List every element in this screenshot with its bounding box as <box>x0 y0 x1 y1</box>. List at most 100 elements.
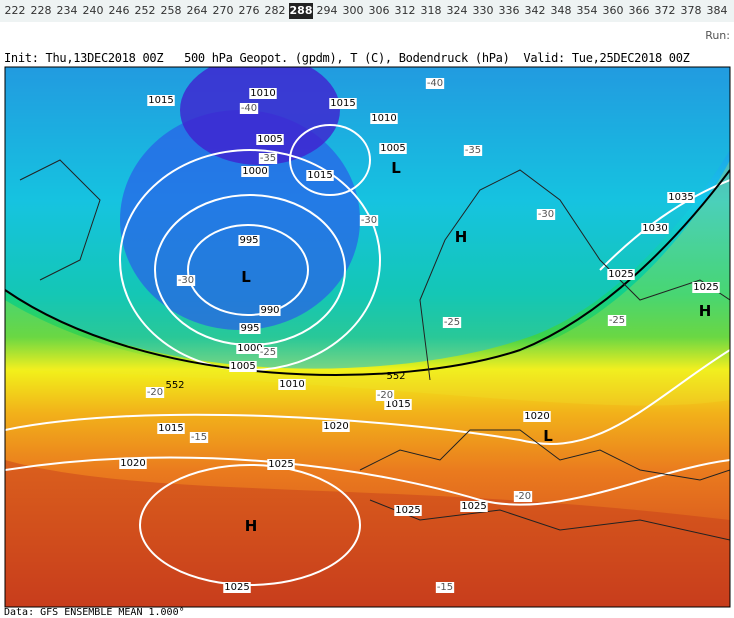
isobar-label-box <box>379 143 407 154</box>
temperature-label: -30 <box>361 215 377 226</box>
time-step[interactable]: 294 <box>316 4 338 17</box>
pressure-center: H <box>245 517 258 535</box>
temperature-label: -35 <box>465 145 481 156</box>
map-frame <box>4 66 731 608</box>
isobar-label-box <box>241 166 269 177</box>
temperature-label: -20 <box>377 390 393 401</box>
time-step[interactable]: 318 <box>420 4 442 17</box>
isobar-label-box <box>238 235 260 246</box>
isobar-label-box <box>641 223 669 234</box>
isobar-label: 1020 <box>323 421 348 432</box>
time-step[interactable]: 306 <box>368 4 390 17</box>
time-step[interactable]: 240 <box>82 4 104 17</box>
isobar-label-box <box>278 379 306 390</box>
isobar-label: 1020 <box>120 458 145 469</box>
isobar-label: 1005 <box>230 361 255 372</box>
isobar-label: 1030 <box>642 223 667 234</box>
isobar-label-box <box>249 88 277 99</box>
temperature-label-box <box>239 103 259 114</box>
time-step[interactable]: 282 <box>264 4 286 17</box>
isobar-label-box <box>667 192 695 203</box>
time-step[interactable]: 348 <box>550 4 572 17</box>
temperature-label: -25 <box>260 347 276 358</box>
temperature-label-box <box>607 315 627 326</box>
isobar-label: 1005 <box>257 134 282 145</box>
temperature-label-box <box>375 390 395 401</box>
footer: Data: GFS ENSEMBLE MEAN 1.000° <box>4 607 185 618</box>
temperature-label: -15 <box>437 582 453 593</box>
isobar-label-box <box>157 423 185 434</box>
time-step[interactable]: 234 <box>56 4 78 17</box>
isobar-label-box <box>147 95 175 106</box>
time-step[interactable]: 312 <box>394 4 416 17</box>
time-step[interactable]: 330 <box>472 4 494 17</box>
temperature-label: -40 <box>427 78 443 89</box>
warm-band <box>5 160 730 406</box>
time-step[interactable]: 384 <box>706 4 728 17</box>
time-step[interactable]: 264 <box>186 4 208 17</box>
isobar-label: 1000 <box>237 343 262 354</box>
time-step[interactable]: 228 <box>30 4 52 17</box>
time-step[interactable]: 258 <box>160 4 182 17</box>
time-step[interactable]: 276 <box>238 4 260 17</box>
time-step[interactable]: 378 <box>680 4 702 17</box>
time-step[interactable]: 354 <box>576 4 598 17</box>
time-step[interactable]: 288 <box>289 3 313 19</box>
cold-core <box>180 67 340 165</box>
temperature-label-box <box>442 317 462 328</box>
geopot-label: 552 <box>165 380 184 391</box>
isobar <box>187 224 309 316</box>
time-step[interactable]: 252 <box>134 4 156 17</box>
isobar-label: 1010 <box>250 88 275 99</box>
temperature-label: -20 <box>515 491 531 502</box>
temperature-label: -30 <box>538 209 554 220</box>
time-step[interactable]: 270 <box>212 4 234 17</box>
time-step[interactable]: 372 <box>654 4 676 17</box>
isobar-label-box <box>329 98 357 109</box>
temperature-label-box <box>258 347 278 358</box>
geopot-label: 552 <box>386 371 405 382</box>
time-step[interactable]: 366 <box>628 4 650 17</box>
isobar <box>599 179 730 271</box>
step-bar: 222 228 234 240 246 252 258 264 270 276 282 288 294 3… <box>0 0 734 22</box>
temperature-label: -35 <box>260 153 276 164</box>
time-step[interactable]: 360 <box>602 4 624 17</box>
temperature-label-box <box>435 582 455 593</box>
isobar-label-box <box>306 170 334 181</box>
time-step[interactable]: 324 <box>446 4 468 17</box>
time-step[interactable]: 300 <box>342 4 364 17</box>
fields: 500 hPa Geopot. (gpdm), T (C), Bodendruc… <box>184 51 510 65</box>
isobar-label-box <box>394 505 422 516</box>
time-step[interactable]: 342 <box>524 4 546 17</box>
isobar-label-box <box>259 305 281 316</box>
isobar-label-box <box>460 501 488 512</box>
pressure-center: H <box>455 228 468 246</box>
isobar-label: 995 <box>239 235 258 246</box>
isobar-label-box <box>370 113 398 124</box>
isobar-label: 1020 <box>524 411 549 422</box>
isobar-label-box <box>692 282 720 293</box>
isobar-label: 1025 <box>268 459 293 470</box>
temperature-label: -20 <box>147 387 163 398</box>
isobar-label: 995 <box>240 323 259 334</box>
coastline <box>359 429 730 481</box>
valid-time: Valid: Tue,25DEC2018 00Z <box>523 51 690 65</box>
temperature-label: -25 <box>444 317 460 328</box>
temperature-label-box <box>463 145 483 156</box>
isobar-label-box <box>523 411 551 422</box>
isobar-label-box <box>322 421 350 432</box>
isobar-label: 1025 <box>224 582 249 593</box>
isobar-label: 990 <box>260 305 279 316</box>
isobar-label-box <box>267 459 295 470</box>
pressure-center: L <box>391 159 401 177</box>
isobar-label-box <box>223 582 251 593</box>
isobar-label-box <box>229 361 257 372</box>
time-step[interactable]: 222 <box>4 4 26 17</box>
time-step[interactable]: 246 <box>108 4 130 17</box>
isobar <box>5 349 730 445</box>
time-step[interactable]: 336 <box>498 4 520 17</box>
isobar-label: 1005 <box>380 143 405 154</box>
isobar-label-box <box>256 134 284 145</box>
